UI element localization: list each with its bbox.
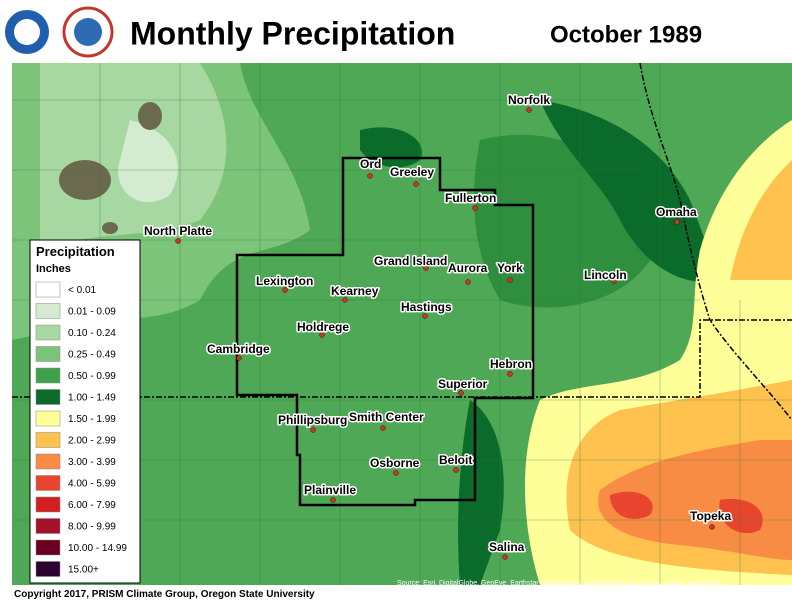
legend-swatch — [35, 453, 61, 470]
legend-units: Inches — [36, 263, 71, 275]
legend-label: 2.00 - 2.99 — [68, 436, 116, 447]
city-label: Holdrege — [297, 320, 349, 334]
city-dot — [367, 173, 373, 179]
copyright: Copyright 2017, PRISM Climate Group, Ore… — [14, 589, 315, 600]
legend-label: 3.00 - 3.99 — [68, 457, 116, 468]
city-label: Plainville — [304, 483, 356, 497]
city-dot — [330, 497, 336, 503]
city-label: York — [497, 261, 523, 275]
legend-label: 0.01 - 0.09 — [68, 307, 116, 318]
legend-title: Precipitation — [36, 244, 115, 259]
legend-swatch — [35, 496, 61, 513]
date: October 1989 — [550, 21, 702, 48]
city-dot — [393, 470, 399, 476]
source-line: Source: Esri, DigitalGlobe, GeoEye, Eart… — [397, 580, 722, 587]
city-dot — [422, 313, 428, 319]
city-label: Fullerton — [445, 191, 496, 205]
city-dot — [526, 107, 532, 113]
legend-swatch — [35, 324, 61, 341]
legend-label: 1.50 - 1.99 — [68, 414, 116, 425]
city-label: Greeley — [390, 165, 434, 179]
city-label: Kearney — [331, 284, 379, 298]
city-dot — [423, 265, 429, 271]
legend-label: 6.00 - 7.99 — [68, 500, 116, 511]
legend-label: 0.10 - 0.24 — [68, 328, 116, 339]
legend-swatch — [35, 303, 61, 319]
city-label: Hastings — [401, 300, 452, 314]
city-dot — [413, 181, 419, 187]
city-label: Salina — [489, 540, 525, 554]
legend-label: 0.25 - 0.49 — [68, 350, 116, 361]
city-label: Topeka — [690, 509, 731, 523]
city-dot — [282, 287, 288, 293]
legend-label: 10.00 - 14.99 — [68, 543, 127, 554]
city-dot — [380, 425, 386, 431]
city-dot — [502, 554, 508, 560]
legend-label: 4.00 - 5.99 — [68, 479, 116, 490]
city-label: Hebron — [490, 357, 532, 371]
legend: Precipitation Inches < 0.01 0.01 - 0.09 0.… — [29, 239, 141, 584]
city-dot — [175, 238, 181, 244]
map — [12, 62, 792, 585]
legend-swatch — [35, 432, 61, 448]
city-label: Beloit — [439, 453, 472, 467]
legend-swatch — [35, 410, 61, 427]
legend-label: 0.50 - 0.99 — [68, 371, 116, 382]
city-dot — [310, 427, 316, 433]
city-label: Omaha — [656, 205, 697, 219]
legend-swatch — [35, 561, 61, 577]
city-label: Lexington — [256, 274, 313, 288]
legend-swatch — [35, 281, 61, 298]
city-dot — [709, 524, 715, 530]
city-label: Cambridge — [207, 342, 270, 356]
title: Monthly Precipitation — [130, 15, 455, 51]
city-dot — [507, 277, 513, 283]
city-dot — [236, 355, 242, 361]
cities: Norfolk Ord Greeley Fullerton North Plat… — [143, 92, 733, 560]
city-label: Lincoln — [584, 268, 627, 282]
city-dot — [453, 467, 459, 473]
legend-label: 8.00 - 9.99 — [68, 522, 116, 533]
noaa-logo-inner — [14, 19, 40, 45]
legend-swatch — [35, 346, 61, 362]
legend-swatch — [35, 518, 61, 534]
city-dot — [507, 371, 513, 377]
city-dot — [342, 297, 348, 303]
city-dot — [319, 332, 325, 338]
city-label: North Platte — [144, 224, 212, 238]
city-label: Superior — [438, 377, 488, 391]
legend-swatch — [35, 475, 61, 491]
legend-swatch — [35, 389, 61, 405]
city-label: Ord — [360, 157, 381, 171]
city-label: Phillipsburg — [278, 413, 347, 427]
city-label: Aurora — [448, 261, 488, 275]
city-dot — [458, 390, 464, 396]
legend-swatch — [35, 539, 61, 556]
legend-label: < 0.01 — [68, 285, 97, 296]
city-dot — [465, 279, 471, 285]
city-dot — [611, 278, 617, 284]
city-label: Smith Center — [349, 410, 424, 424]
legend-swatch — [35, 367, 61, 384]
city-label: Grand Island — [374, 254, 447, 268]
city-dot — [674, 219, 680, 225]
nws-logo-inner — [74, 18, 102, 46]
city-dot — [472, 205, 478, 211]
city-label: Norfolk — [508, 93, 550, 107]
legend-label: 1.00 - 1.49 — [68, 393, 116, 404]
city-label: Osborne — [370, 456, 420, 470]
source-line: IGN, and the GIS User Community — [397, 589, 505, 596]
legend-label: 15.00+ — [68, 565, 99, 576]
